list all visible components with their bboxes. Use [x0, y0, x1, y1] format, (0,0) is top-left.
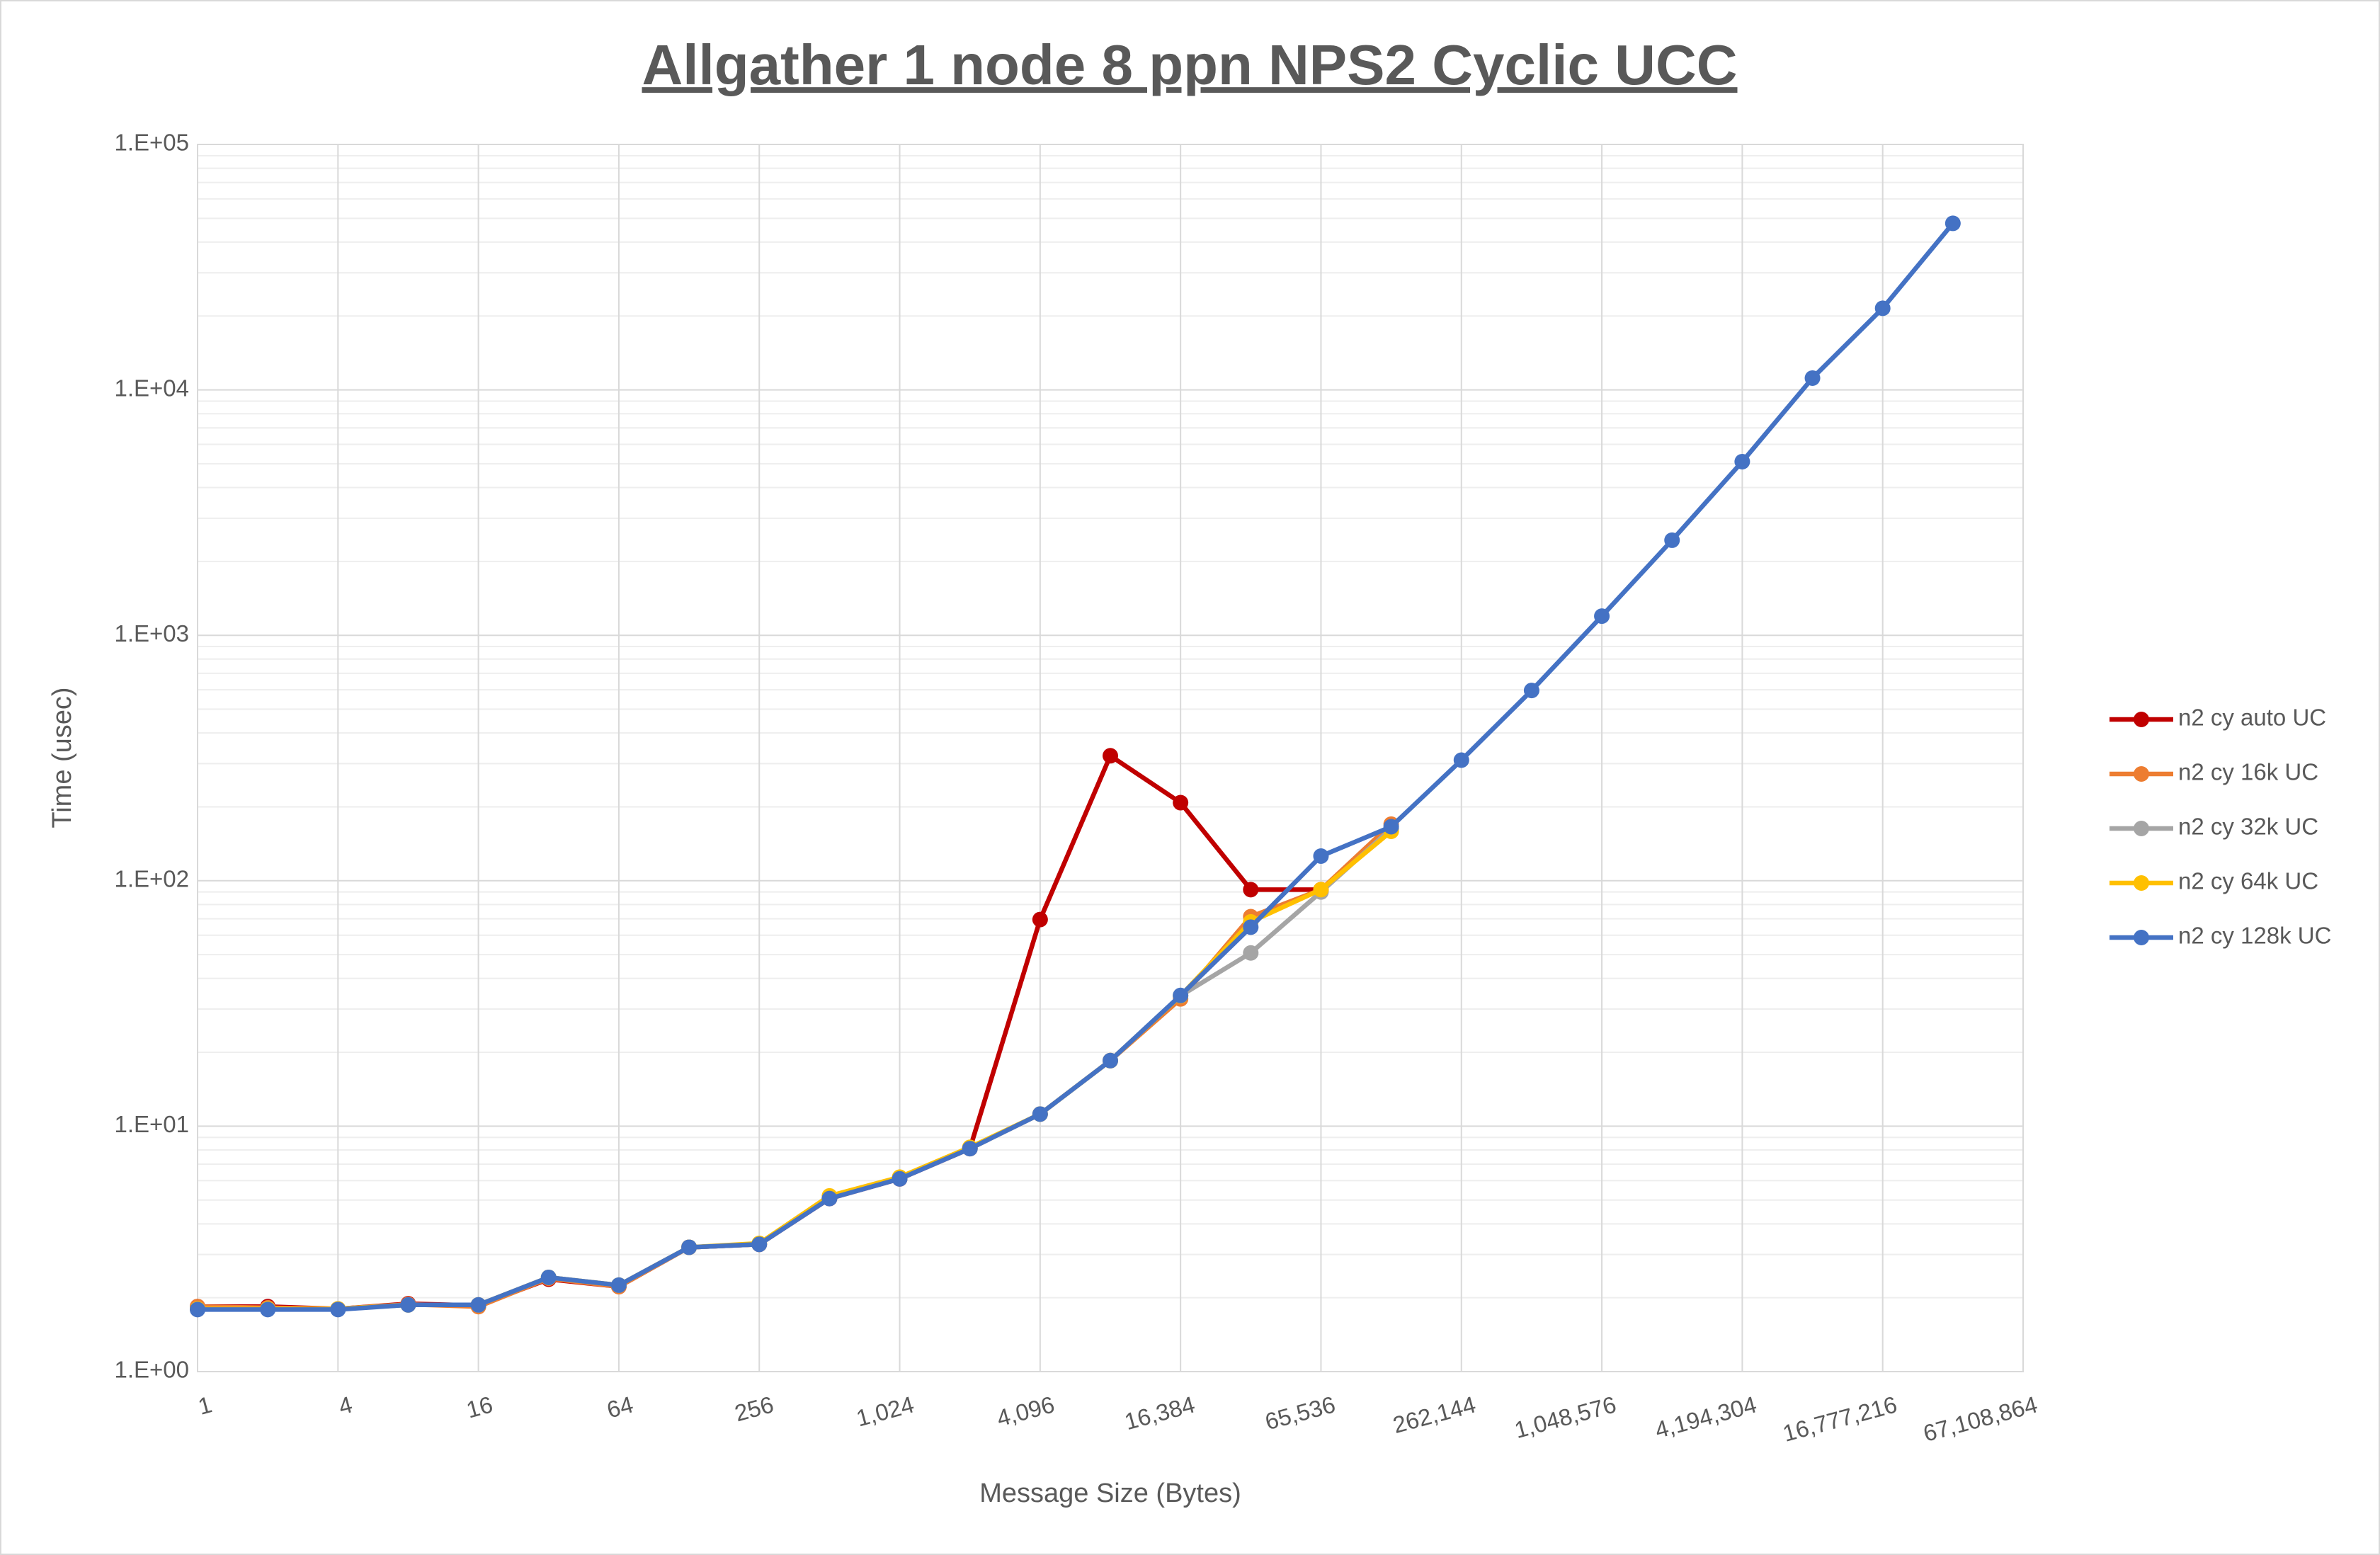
marker	[1313, 882, 1329, 898]
legend-marker	[2134, 712, 2149, 727]
y-tick-label: 1.E+04	[114, 375, 189, 401]
legend-label: n2 cy 16k UC	[2178, 759, 2318, 785]
legend-label: n2 cy 128k UC	[2178, 923, 2331, 949]
legend-marker	[2134, 766, 2149, 782]
marker	[1243, 945, 1259, 961]
marker	[1945, 215, 1961, 232]
marker	[751, 1236, 768, 1253]
marker	[1594, 608, 1610, 625]
marker	[1032, 911, 1048, 928]
marker	[892, 1170, 908, 1187]
marker	[330, 1301, 346, 1318]
y-axis-title: Time (usec)	[47, 687, 77, 828]
marker	[610, 1277, 627, 1293]
marker	[1032, 1106, 1048, 1122]
marker	[1243, 882, 1259, 898]
marker	[1313, 848, 1329, 865]
marker	[190, 1301, 205, 1318]
marker	[1664, 532, 1680, 548]
y-tick-label: 1.E+00	[114, 1357, 189, 1383]
legend-label: n2 cy auto UC	[2178, 705, 2326, 731]
legend-label: n2 cy 64k UC	[2178, 868, 2318, 894]
legend-label: n2 cy 32k UC	[2178, 814, 2318, 840]
legend-marker	[2134, 930, 2149, 945]
y-tick-label: 1.E+02	[114, 866, 189, 892]
marker	[962, 1141, 978, 1157]
marker	[1453, 752, 1469, 768]
marker	[470, 1297, 486, 1313]
y-tick-label: 1.E+05	[114, 130, 189, 156]
legend-marker	[2134, 875, 2149, 891]
chart-title: Allgather 1 node 8 ppn NPS2 Cyclic UCC	[642, 33, 1738, 96]
legend-marker	[2134, 821, 2149, 836]
marker	[260, 1301, 276, 1318]
marker	[1804, 370, 1821, 386]
marker	[1874, 300, 1891, 317]
y-tick-label: 1.E+01	[114, 1111, 189, 1137]
marker	[1173, 987, 1189, 1003]
marker	[681, 1239, 698, 1255]
marker	[1103, 1052, 1118, 1069]
series-line	[198, 222, 1955, 1312]
marker	[1243, 919, 1259, 935]
y-tick-label: 1.E+03	[114, 620, 189, 647]
marker	[1734, 453, 1750, 469]
x-axis-title: Message Size (Bytes)	[979, 1479, 1241, 1508]
marker	[400, 1297, 416, 1313]
plot-border	[197, 144, 2024, 1372]
marker	[1383, 819, 1399, 835]
marker	[821, 1190, 838, 1207]
marker	[1103, 748, 1118, 764]
marker	[540, 1269, 557, 1285]
marker	[1523, 683, 1539, 699]
series	[190, 215, 1961, 1318]
marker	[1173, 794, 1189, 811]
